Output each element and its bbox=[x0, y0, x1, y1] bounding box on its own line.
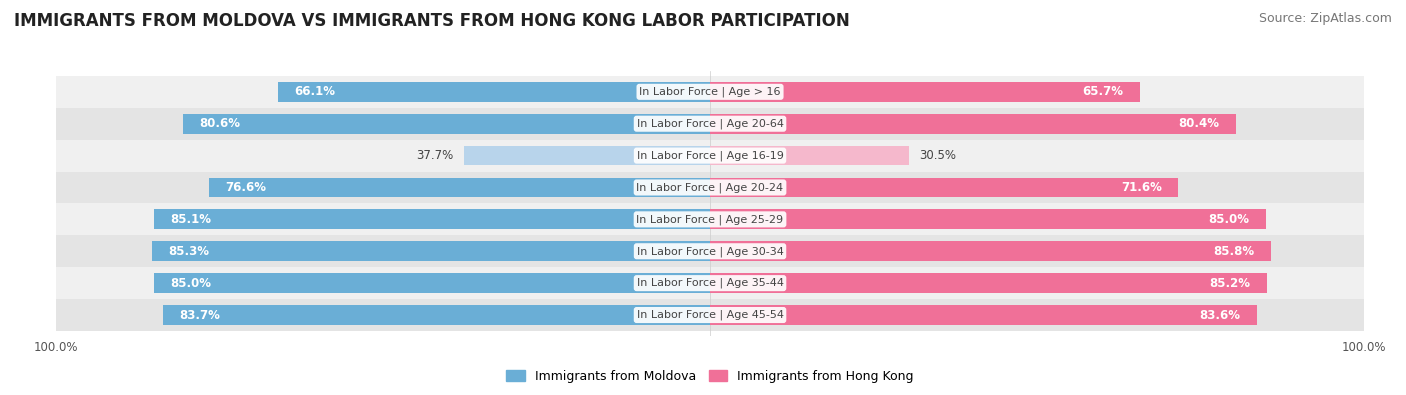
Bar bbox=[163, 305, 710, 325]
Legend: Immigrants from Moldova, Immigrants from Hong Kong: Immigrants from Moldova, Immigrants from… bbox=[501, 365, 920, 388]
Text: In Labor Force | Age > 16: In Labor Force | Age > 16 bbox=[640, 87, 780, 97]
Text: 85.8%: 85.8% bbox=[1213, 245, 1254, 258]
Bar bbox=[710, 114, 1236, 134]
Text: 85.1%: 85.1% bbox=[170, 213, 211, 226]
Bar bbox=[710, 178, 1178, 198]
Bar bbox=[710, 305, 1257, 325]
Bar bbox=[710, 273, 1267, 293]
Text: 85.2%: 85.2% bbox=[1209, 276, 1251, 290]
Text: In Labor Force | Age 16-19: In Labor Force | Age 16-19 bbox=[637, 150, 783, 161]
Bar bbox=[0, 299, 1406, 331]
Text: 85.0%: 85.0% bbox=[1208, 213, 1250, 226]
Bar bbox=[710, 209, 1265, 229]
Bar bbox=[278, 82, 710, 102]
Bar bbox=[710, 146, 910, 166]
Bar bbox=[710, 82, 1140, 102]
Text: 80.4%: 80.4% bbox=[1178, 117, 1219, 130]
Bar bbox=[153, 209, 710, 229]
Text: 80.6%: 80.6% bbox=[200, 117, 240, 130]
Bar bbox=[209, 178, 710, 198]
Text: 66.1%: 66.1% bbox=[294, 85, 335, 98]
Text: 65.7%: 65.7% bbox=[1083, 85, 1123, 98]
Text: In Labor Force | Age 25-29: In Labor Force | Age 25-29 bbox=[637, 214, 783, 225]
Text: 71.6%: 71.6% bbox=[1121, 181, 1161, 194]
Text: In Labor Force | Age 45-54: In Labor Force | Age 45-54 bbox=[637, 310, 783, 320]
Text: IMMIGRANTS FROM MOLDOVA VS IMMIGRANTS FROM HONG KONG LABOR PARTICIPATION: IMMIGRANTS FROM MOLDOVA VS IMMIGRANTS FR… bbox=[14, 12, 849, 30]
Bar bbox=[152, 241, 710, 261]
Text: In Labor Force | Age 30-34: In Labor Force | Age 30-34 bbox=[637, 246, 783, 256]
Bar bbox=[0, 235, 1406, 267]
Bar bbox=[464, 146, 710, 166]
Bar bbox=[155, 273, 710, 293]
Text: 30.5%: 30.5% bbox=[920, 149, 956, 162]
Bar bbox=[183, 114, 710, 134]
Text: 83.7%: 83.7% bbox=[179, 308, 219, 322]
Text: In Labor Force | Age 20-24: In Labor Force | Age 20-24 bbox=[637, 182, 783, 193]
Bar bbox=[710, 241, 1271, 261]
Text: 85.0%: 85.0% bbox=[170, 276, 212, 290]
Bar bbox=[0, 203, 1406, 235]
Text: In Labor Force | Age 20-64: In Labor Force | Age 20-64 bbox=[637, 118, 783, 129]
Bar bbox=[0, 267, 1406, 299]
Bar bbox=[0, 171, 1406, 203]
Text: 83.6%: 83.6% bbox=[1199, 308, 1240, 322]
Text: 37.7%: 37.7% bbox=[416, 149, 454, 162]
Text: 85.3%: 85.3% bbox=[169, 245, 209, 258]
Bar bbox=[0, 140, 1406, 171]
Text: 76.6%: 76.6% bbox=[225, 181, 267, 194]
Bar bbox=[0, 108, 1406, 140]
Text: In Labor Force | Age 35-44: In Labor Force | Age 35-44 bbox=[637, 278, 783, 288]
Text: Source: ZipAtlas.com: Source: ZipAtlas.com bbox=[1258, 12, 1392, 25]
Bar bbox=[0, 76, 1406, 108]
